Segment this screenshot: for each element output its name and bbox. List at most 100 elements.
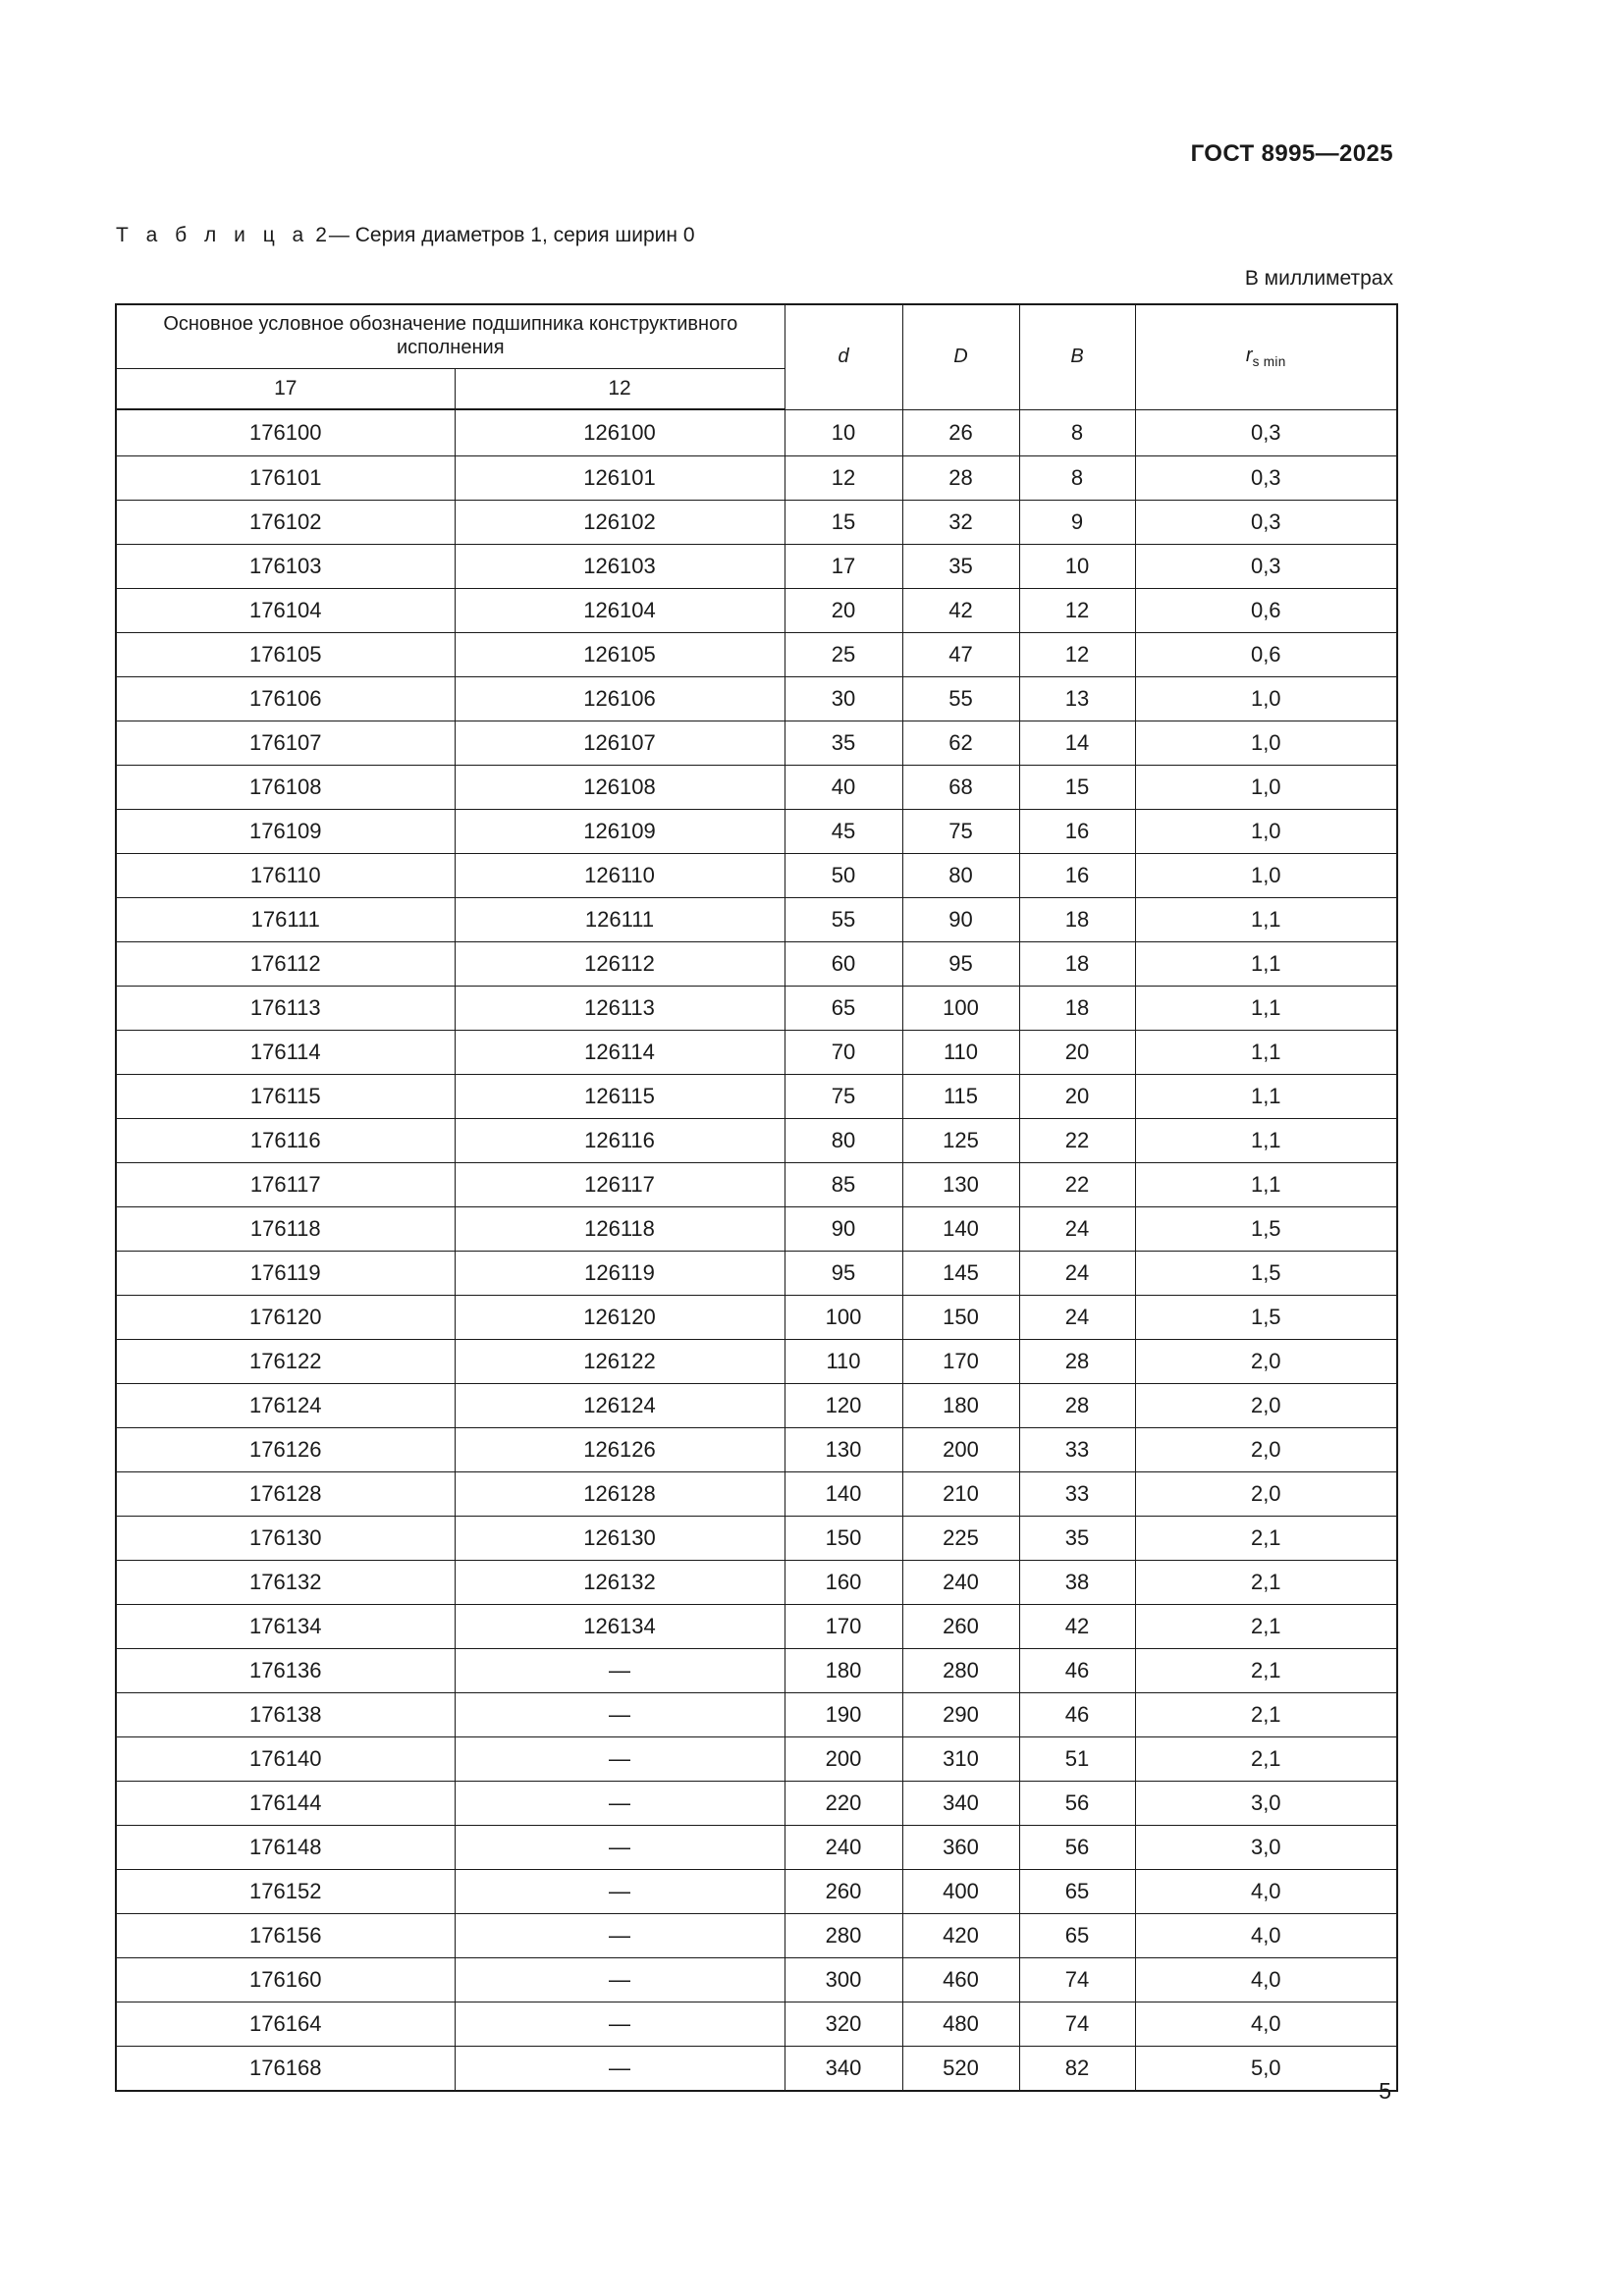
table-row: 176140—200 310 51 2,1 xyxy=(115,1736,1398,1782)
cell-B: 42 xyxy=(1018,1604,1136,1649)
table-header: Основное условное обозначение подшипника… xyxy=(115,303,1398,410)
cell-D: 75 xyxy=(901,809,1020,854)
cell-designation-12: — xyxy=(454,1736,785,1782)
cell-d: 140 xyxy=(784,1471,903,1517)
cell-designation-12: — xyxy=(454,1869,785,1914)
cell-r-s-min: 1,1 xyxy=(1134,1118,1398,1163)
table-row: 176109 126109 45 75 16 1,0 xyxy=(115,809,1398,854)
cell-B: 16 xyxy=(1018,809,1136,854)
cell-B: 28 xyxy=(1018,1383,1136,1428)
table-row: 176122 126122 110 170 28 2,0 xyxy=(115,1339,1398,1384)
table-row: 176106 126106 30 55 13 1,0 xyxy=(115,676,1398,721)
table-row: 176115 126115 75 115 20 1,1 xyxy=(115,1074,1398,1119)
symbol-D: D xyxy=(953,345,968,367)
table-row: 176117 126117 85 130 22 1,1 xyxy=(115,1162,1398,1207)
cell-designation-12: 126110 xyxy=(454,853,785,898)
cell-designation-12: 126126 xyxy=(454,1427,785,1472)
cell-designation-12: 126111 xyxy=(454,897,785,942)
cell-designation-12: 126101 xyxy=(454,455,785,501)
cell-designation-17: 176110 xyxy=(115,853,456,898)
cell-B: 65 xyxy=(1018,1913,1136,1958)
cell-designation-12: 126109 xyxy=(454,809,785,854)
cell-r-s-min: 1,0 xyxy=(1134,676,1398,721)
table-row: 176100 126100 10 26 8 0,3 xyxy=(115,408,1398,456)
cell-B: 24 xyxy=(1018,1295,1136,1340)
table-row: 176130 126130 150 225 35 2,1 xyxy=(115,1516,1398,1561)
cell-r-s-min: 5,0 xyxy=(1134,2046,1398,2092)
cell-designation-12: 126117 xyxy=(454,1162,785,1207)
cell-r-s-min: 1,1 xyxy=(1134,941,1398,987)
cell-designation-17: 176144 xyxy=(115,1781,456,1826)
cell-B: 18 xyxy=(1018,897,1136,942)
cell-designation-17: 176115 xyxy=(115,1074,456,1119)
cell-d: 65 xyxy=(784,986,903,1031)
cell-designation-12: 126122 xyxy=(454,1339,785,1384)
cell-D: 62 xyxy=(901,721,1020,766)
cell-designation-17: 176113 xyxy=(115,986,456,1031)
symbol-B: B xyxy=(1070,345,1084,367)
cell-d: 240 xyxy=(784,1825,903,1870)
cell-designation-17: 176108 xyxy=(115,765,456,810)
cell-B: 46 xyxy=(1018,1692,1136,1737)
cell-designation-12: 126115 xyxy=(454,1074,785,1119)
cell-d: 150 xyxy=(784,1516,903,1561)
cell-B: 74 xyxy=(1018,2002,1136,2047)
cell-D: 100 xyxy=(901,986,1020,1031)
cell-d: 110 xyxy=(784,1339,903,1384)
cell-d: 85 xyxy=(784,1162,903,1207)
cell-d: 130 xyxy=(784,1427,903,1472)
cell-d: 55 xyxy=(784,897,903,942)
table-body: 176100 126100 10 26 8 0,3 176101 126101 12 28 8 0,3… xyxy=(115,408,1398,2092)
cell-d: 40 xyxy=(784,765,903,810)
cell-D: 125 xyxy=(901,1118,1020,1163)
cell-designation-17: 176160 xyxy=(115,1957,456,2002)
table-row: 176168—340 520 82 5,0 xyxy=(115,2046,1398,2092)
cell-d: 60 xyxy=(784,941,903,987)
cell-D: 145 xyxy=(901,1251,1020,1296)
cell-D: 260 xyxy=(901,1604,1020,1649)
cell-d: 260 xyxy=(784,1869,903,1914)
cell-r-s-min: 2,1 xyxy=(1134,1516,1398,1561)
cell-designation-17: 176168 xyxy=(115,2046,456,2092)
table-row: 176114 126114 70 110 20 1,1 xyxy=(115,1030,1398,1075)
cell-r-s-min: 1,1 xyxy=(1134,986,1398,1031)
cell-d: 280 xyxy=(784,1913,903,1958)
cell-r-s-min: 4,0 xyxy=(1134,1913,1398,1958)
cell-designation-12: 126128 xyxy=(454,1471,785,1517)
cell-B: 28 xyxy=(1018,1339,1136,1384)
cell-designation-17: 176132 xyxy=(115,1560,456,1605)
table-row: 176132 126132 160 240 38 2,1 xyxy=(115,1560,1398,1605)
cell-designation-12: — xyxy=(454,2002,785,2047)
header-designation-group: Основное условное обозначение подшипника… xyxy=(115,303,785,369)
cell-D: 80 xyxy=(901,853,1020,898)
table-row: 176144—220 340 56 3,0 xyxy=(115,1781,1398,1826)
table-row: 176148—240 360 56 3,0 xyxy=(115,1825,1398,1870)
cell-d: 45 xyxy=(784,809,903,854)
cell-B: 46 xyxy=(1018,1648,1136,1693)
cell-r-s-min: 0,6 xyxy=(1134,632,1398,677)
cell-designation-17: 176152 xyxy=(115,1869,456,1914)
cell-r-s-min: 2,1 xyxy=(1134,1648,1398,1693)
cell-r-s-min: 1,5 xyxy=(1134,1295,1398,1340)
cell-B: 18 xyxy=(1018,986,1136,1031)
table-row: 176110 126110 50 80 16 1,0 xyxy=(115,853,1398,898)
table-caption-text: Серия диаметров 1, серия ширин 0 xyxy=(354,224,695,246)
cell-r-s-min: 1,0 xyxy=(1134,765,1398,810)
cell-d: 10 xyxy=(784,408,903,456)
cell-designation-17: 176106 xyxy=(115,676,456,721)
cell-r-s-min: 2,1 xyxy=(1134,1692,1398,1737)
table-row: 176128 126128 140 210 33 2,0 xyxy=(115,1471,1398,1517)
units-note: В миллиметрах xyxy=(1244,267,1393,290)
cell-B: 33 xyxy=(1018,1471,1136,1517)
cell-B: 20 xyxy=(1018,1030,1136,1075)
table-row: 176138—190 290 46 2,1 xyxy=(115,1692,1398,1737)
cell-D: 68 xyxy=(901,765,1020,810)
symbol-r-base: r xyxy=(1245,344,1253,366)
cell-B: 22 xyxy=(1018,1162,1136,1207)
cell-d: 90 xyxy=(784,1206,903,1252)
cell-D: 180 xyxy=(901,1383,1020,1428)
table-row: 176105 126105 25 47 12 0,6 xyxy=(115,632,1398,677)
cell-B: 12 xyxy=(1018,632,1136,677)
cell-B: 56 xyxy=(1018,1825,1136,1870)
cell-r-s-min: 2,0 xyxy=(1134,1383,1398,1428)
